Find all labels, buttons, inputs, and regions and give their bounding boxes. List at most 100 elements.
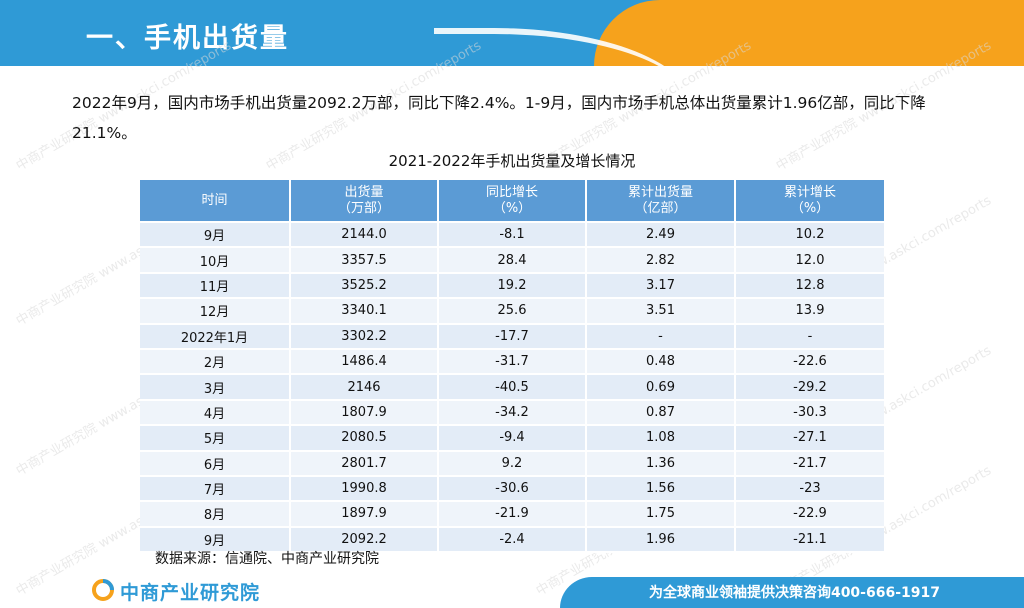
table-cell: 11月 (140, 272, 291, 300)
table-cell: 3.17 (586, 272, 736, 300)
column-header-title: 时间 (201, 192, 228, 208)
table-cell: -27.1 (735, 425, 884, 452)
footer-slogan: 为全球商业领袖提供决策咨询400-666-1917 (648, 585, 940, 601)
column-header-title: 累计出货量 (627, 184, 693, 200)
table-cell: -17.7 (438, 323, 587, 350)
table-cell: 2801.7 (290, 450, 439, 477)
table-cell: -9.4 (438, 425, 587, 452)
table-cell: 6月 (140, 450, 291, 477)
table-cell: 19.2 (438, 272, 587, 300)
table-cell: 2.49 (586, 222, 736, 249)
column-header-unit: （%） (790, 200, 830, 216)
table-cell: -8.1 (438, 222, 587, 249)
table-cell: 28.4 (438, 247, 587, 274)
table-cell: 3357.5 (290, 247, 439, 274)
table-cell: 2月 (140, 348, 291, 376)
table-cell: -40.5 (438, 374, 587, 401)
table-cell: 3月 (140, 374, 291, 401)
table-cell: 4月 (140, 399, 291, 427)
table-cell: -22.6 (735, 348, 884, 376)
column-header: 出货量 （万部） (290, 180, 439, 223)
header-orange-shape (594, 0, 1024, 66)
table-cell: 9月 (140, 526, 291, 554)
table-cell: 8月 (140, 501, 291, 528)
table-cell: -30.6 (438, 475, 587, 503)
table-row: 2022年1月 3302.2 -17.7- - (140, 323, 884, 350)
table-row: 4月 1807.9 -34.2 0.87 -30.3 (140, 399, 884, 427)
column-header-unit: （%） (492, 200, 532, 216)
table-cell: 1486.4 (290, 348, 439, 376)
footer-bar (560, 577, 1024, 608)
table-cell: 1.96 (586, 526, 736, 554)
table-cell: 2092.2 (290, 526, 439, 554)
table-cell: 7月 (140, 475, 291, 503)
table-cell: 1.56 (586, 475, 736, 503)
table-row: 2月 1486.4 -31.7 0.48 -22.6 (140, 348, 884, 376)
table-row: 9月 2144.0 -8.1 2.49 10.2 (140, 222, 884, 249)
table-row: 12月 3340.1 25.6 3.51 13.9 (140, 298, 884, 325)
header-band: 一、手机出货量 (0, 0, 1024, 66)
table-row: 5月 2080.5 -9.4 1.08 -27.1 (140, 425, 884, 452)
table-cell: -34.2 (438, 399, 587, 427)
table-cell: 1807.9 (290, 399, 439, 427)
table-cell: 0.48 (586, 348, 736, 376)
table-cell: -21.1 (735, 526, 884, 554)
table-cell: 13.9 (735, 298, 884, 325)
table-cell: 3340.1 (290, 298, 439, 325)
table-cell: 12.8 (735, 272, 884, 300)
table-cell: 2.82 (586, 247, 736, 274)
table-cell: -31.7 (438, 348, 587, 376)
table-row: 9月 2092.2 -2.4 1.96 -21.1 (140, 526, 884, 554)
page-title: 一、手机出货量 (86, 23, 289, 54)
table-cell: -21.9 (438, 501, 587, 528)
table-cell: 3302.2 (290, 323, 439, 350)
column-header-unit: （万部） (337, 200, 390, 216)
table-header-row: 时间 出货量 （万部） 同比增长 （%） 累计出货量 （亿部） 累计增长 （%） (140, 180, 884, 223)
table-cell: 0.87 (586, 399, 736, 427)
table-row: 6月 2801.7 9.2 1.36 -21.7 (140, 450, 884, 477)
column-header-title: 累计增长 (783, 184, 836, 200)
intro-paragraph: 2022年9月，国内市场手机出货量2092.2万部，同比下降2.4%。1-9月，… (72, 94, 926, 142)
column-header: 累计增长 （%） (735, 180, 884, 223)
table-cell: -29.2 (735, 374, 884, 401)
table-cell: 3525.2 (290, 272, 439, 300)
table-cell: - (586, 323, 736, 350)
table-cell: 12月 (140, 298, 291, 325)
table-body: 9月 2144.0 -8.1 2.49 10.2 10月 3357.5 28.4 2.82 12.… (140, 222, 884, 554)
shipment-table: 时间 出货量 （万部） 同比增长 （%） 累计出货量 （亿部） 累计增长 （%） 9月 2144.… (140, 180, 884, 554)
table-cell: 1.08 (586, 425, 736, 452)
table-cell: 9.2 (438, 450, 587, 477)
table-row: 10月 3357.5 28.4 2.82 12.0 (140, 247, 884, 274)
company-logo-text: 中商产业研究院 (120, 582, 261, 604)
table-cell: 1.36 (586, 450, 736, 477)
table-cell: 10月 (140, 247, 291, 274)
table-cell: -30.3 (735, 399, 884, 427)
table-cell: 0.69 (586, 374, 736, 401)
column-header: 同比增长 （%） (438, 180, 587, 223)
column-header: 累计出货量 （亿部） (586, 180, 736, 223)
table-cell: 2144.0 (290, 222, 439, 249)
table-cell: 5月 (140, 425, 291, 452)
table-cell: 1897.9 (290, 501, 439, 528)
table-cell: -21.7 (735, 450, 884, 477)
table-cell: 9月 (140, 222, 291, 249)
table-cell: -23 (735, 475, 884, 503)
column-header-unit: （亿部） (634, 200, 687, 216)
table-row: 11月 3525.2 19.2 3.17 12.8 (140, 272, 884, 300)
table-cell: - (735, 323, 884, 350)
table-cell: 2080.5 (290, 425, 439, 452)
table-cell: 12.0 (735, 247, 884, 274)
table-row: 8月 1897.9 -21.9 1.75 -22.9 (140, 501, 884, 528)
table-title: 2021-2022年手机出货量及增长情况 (388, 152, 636, 170)
company-logo-icon (92, 579, 114, 601)
footer: 中商产业研究院 为全球商业领袖提供决策咨询400-666-1917 (0, 575, 1024, 608)
table-cell: 2146 (290, 374, 439, 401)
table-row: 7月 1990.8 -30.6 1.56 -23 (140, 475, 884, 503)
table-cell: 1.75 (586, 501, 736, 528)
data-source-note: 数据来源：信通院、中商产业研究院 (155, 551, 379, 567)
table-cell: 3.51 (586, 298, 736, 325)
table-cell: 2022年1月 (140, 323, 291, 350)
column-header-title: 出货量 (344, 184, 384, 200)
column-header-title: 同比增长 (485, 184, 538, 200)
table-cell: -2.4 (438, 526, 587, 554)
